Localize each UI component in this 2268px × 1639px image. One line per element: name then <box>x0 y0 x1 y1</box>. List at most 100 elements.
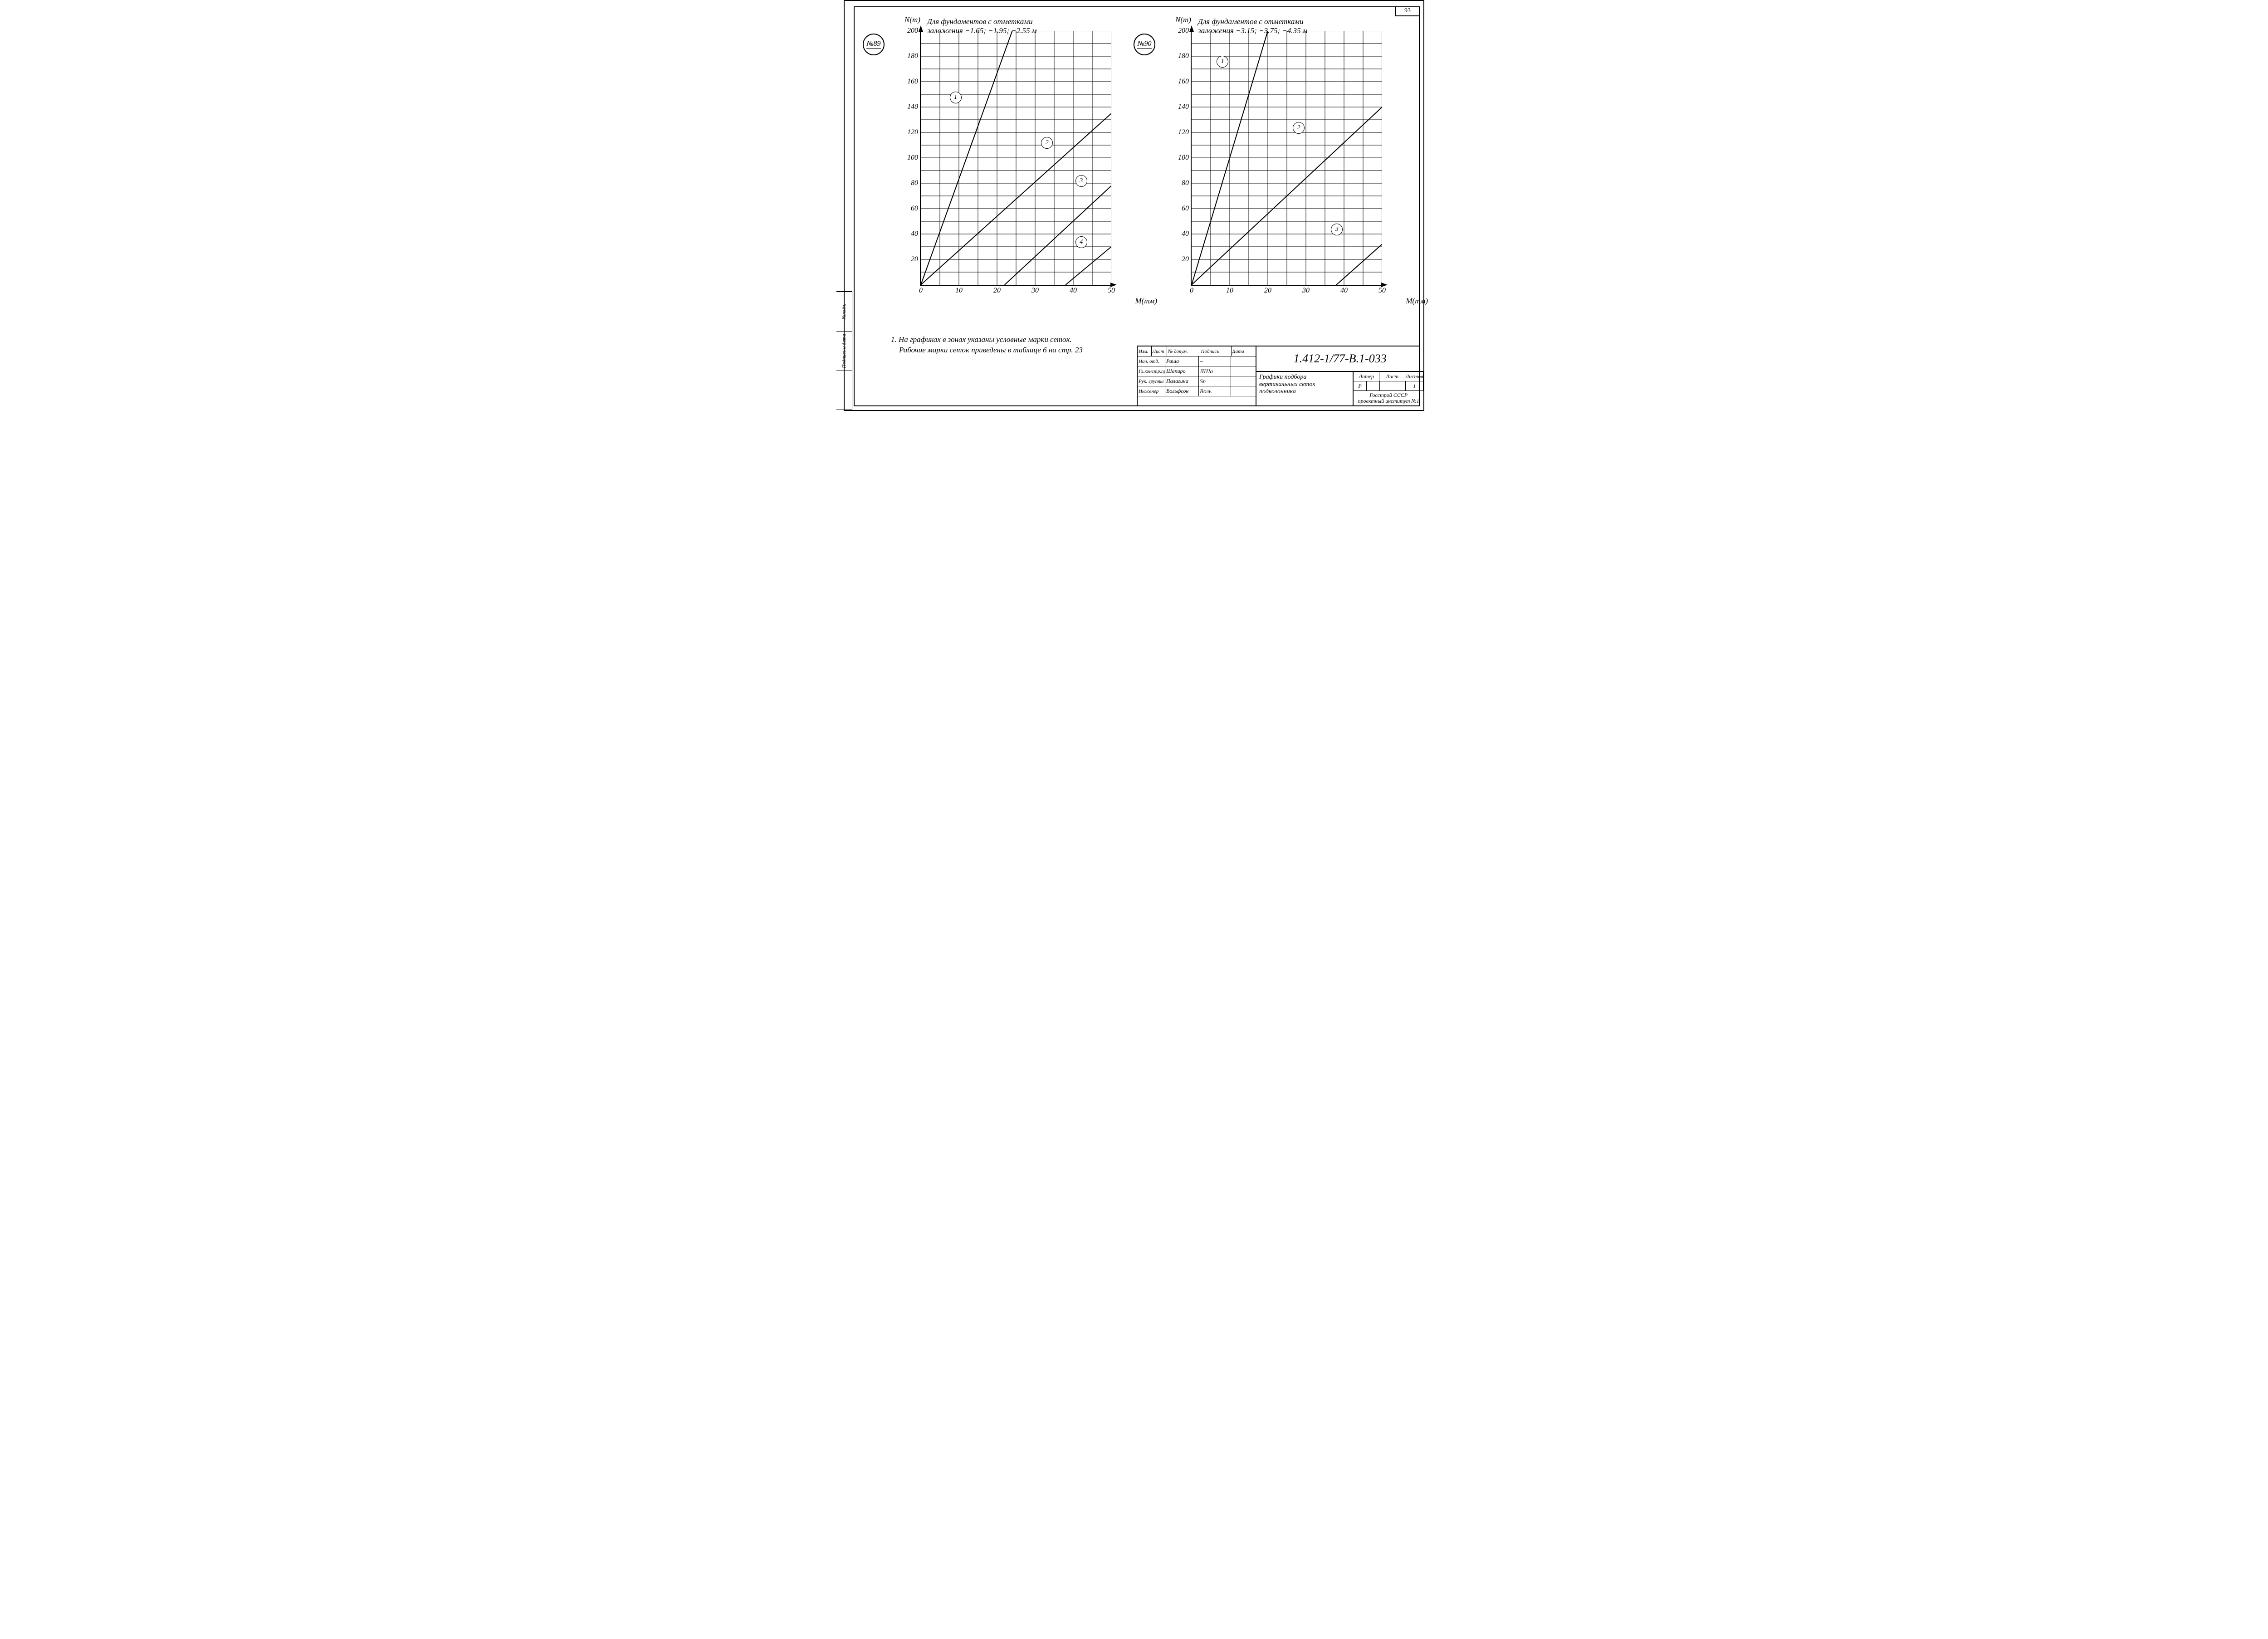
y-tick-label: 40 <box>911 230 918 238</box>
revision-row: ИнженерВольфсонВоль <box>1138 386 1256 396</box>
curve-badge: 3 <box>1331 224 1343 235</box>
date-cell <box>1231 356 1256 366</box>
revision-table: Изм. Лист № докум. Подпись Дата Нач. отд… <box>1138 346 1256 405</box>
inner-frame: 93 №89N(т)Для фундаментов с отметкамизал… <box>854 6 1420 406</box>
y-tick-label: 20 <box>911 255 918 263</box>
org-l2: проектный институт №1 <box>1358 398 1419 404</box>
meta-listov: Листов <box>1405 372 1423 381</box>
desc-l1: Графики подбора <box>1259 374 1350 381</box>
role-cell: Инженер <box>1138 386 1165 396</box>
x-tick-label: 10 <box>955 287 963 295</box>
hdr-docnum: № докум. <box>1167 346 1200 356</box>
curve-badge: 4 <box>1075 236 1087 248</box>
role-cell: Рук. группы <box>1138 376 1165 386</box>
meta-blank2 <box>1380 381 1406 390</box>
curve-badge: 2 <box>1293 122 1305 134</box>
hdr-sign: Подпись <box>1200 346 1232 356</box>
x-tick-label: 30 <box>1302 287 1310 295</box>
x-tick-label: 50 <box>1378 287 1386 295</box>
y-tick-label: 140 <box>907 103 918 111</box>
sign-cell: ЛШа <box>1199 366 1231 376</box>
hdr-list: Лист <box>1152 346 1167 356</box>
binding-margin-stamp: №подл. Подпись и дата <box>836 291 852 410</box>
y-tick-label: 160 <box>1178 78 1189 86</box>
charts-area: №89N(т)Для фундаментов с отметкамизаложе… <box>886 20 1401 310</box>
x-tick-label: 40 <box>1070 287 1077 295</box>
y-tick-label: 180 <box>907 52 918 60</box>
document-number: 1.412-1/77-В.1-033 <box>1256 346 1423 372</box>
y-tick-label: 200 <box>1178 27 1189 35</box>
date-cell <box>1231 376 1256 386</box>
side-cell-1: №подл. <box>841 304 847 319</box>
hdr-date: Дата <box>1232 346 1256 356</box>
document-description: Графики подбора вертикальных сеток подко… <box>1256 372 1354 405</box>
organization: Госстрой СССР проектный институт №1 <box>1354 391 1423 405</box>
chart: №89N(т)Для фундаментов с отметкамизаложе… <box>886 20 1130 310</box>
title-block-right: 1.412-1/77-В.1-033 Графики подбора верти… <box>1256 346 1423 405</box>
meta-nlistov: 1 <box>1406 381 1423 390</box>
plot-area: 2040608010012014016018020001020304050123… <box>920 31 1111 286</box>
curve-badge: 3 <box>1075 175 1087 187</box>
date-cell <box>1231 366 1256 376</box>
role-cell: Нач. отд. <box>1138 356 1165 366</box>
name-cell: Шапиро <box>1165 366 1199 376</box>
x-tick-label: 50 <box>1108 287 1115 295</box>
side-cell-2: Подпись и дата <box>841 334 847 368</box>
y-tick-label: 100 <box>907 154 918 162</box>
chart-svg <box>1192 31 1382 285</box>
curve-3 <box>1336 244 1382 285</box>
x-tick-label: 30 <box>1031 287 1039 295</box>
y-tick-label: 120 <box>907 128 918 137</box>
x-axis-label: M(тм) <box>1406 297 1428 306</box>
chart: №90N(т)Для фундаментов с отметкамизаложе… <box>1157 20 1401 310</box>
revision-header: Изм. Лист № докум. Подпись Дата <box>1138 346 1256 356</box>
title-block: Изм. Лист № докум. Подпись Дата Нач. отд… <box>1137 346 1419 405</box>
curve-3 <box>1005 186 1111 285</box>
name-cell: Палагина <box>1165 376 1199 386</box>
curve-4 <box>1066 247 1111 285</box>
y-axis-label: N(т) <box>904 15 920 24</box>
y-tick-label: 180 <box>1178 52 1189 60</box>
y-tick-label: 120 <box>1178 128 1189 137</box>
curve-badge: 1 <box>950 92 962 103</box>
meta-list: Лист <box>1379 372 1405 381</box>
y-tick-label: 160 <box>907 78 918 86</box>
y-tick-label: 140 <box>1178 103 1189 111</box>
plot-area: 2040608010012014016018020001020304050123 <box>1191 31 1382 286</box>
x-tick-label: 40 <box>1340 287 1348 295</box>
footnote-line-1: 1. На графиках в зонах указаны условные … <box>891 335 1083 345</box>
chart-number-badge: №90 <box>1134 34 1155 55</box>
date-cell <box>1231 386 1256 396</box>
name-cell: Раша <box>1165 356 1199 366</box>
desc-l3: подколонника <box>1259 388 1350 395</box>
chart-number-badge: №89 <box>863 34 885 55</box>
revision-row: Рук. группыПалагинаSп <box>1138 376 1256 386</box>
meta-liter: Литер <box>1354 372 1379 381</box>
revision-row: Нач. отд.Раша~ <box>1138 356 1256 366</box>
hdr-izm: Изм. <box>1138 346 1152 356</box>
x-tick-label: 0 <box>919 287 923 295</box>
desc-l2: вертикальных сеток <box>1259 381 1350 388</box>
sign-cell: ~ <box>1199 356 1231 366</box>
x-axis-label: M(тм) <box>1135 297 1157 306</box>
y-axis-label: N(т) <box>1175 15 1191 24</box>
y-tick-label: 100 <box>1178 154 1189 162</box>
meta-p: Р <box>1354 381 1367 390</box>
meta-blank <box>1367 381 1380 390</box>
y-tick-label: 20 <box>1182 255 1189 263</box>
y-tick-label: 80 <box>911 179 918 187</box>
footnote-line-2: Рабочие марки сеток приведены в таблице … <box>891 345 1083 356</box>
sign-cell: Sп <box>1199 376 1231 386</box>
y-tick-label: 60 <box>1182 205 1189 213</box>
x-tick-label: 20 <box>1264 287 1271 295</box>
role-cell: Гл.констр.пр. <box>1138 366 1165 376</box>
page-number: 93 <box>1395 6 1419 16</box>
x-tick-label: 20 <box>993 287 1001 295</box>
y-tick-label: 80 <box>1182 179 1189 187</box>
x-tick-label: 0 <box>1190 287 1193 295</box>
y-tick-label: 200 <box>907 27 918 35</box>
x-tick-label: 10 <box>1226 287 1233 295</box>
drawing-sheet: №подл. Подпись и дата 93 №89N(т)Для фунд… <box>844 0 1424 411</box>
name-cell: Вольфсон <box>1165 386 1199 396</box>
y-tick-label: 60 <box>911 205 918 213</box>
